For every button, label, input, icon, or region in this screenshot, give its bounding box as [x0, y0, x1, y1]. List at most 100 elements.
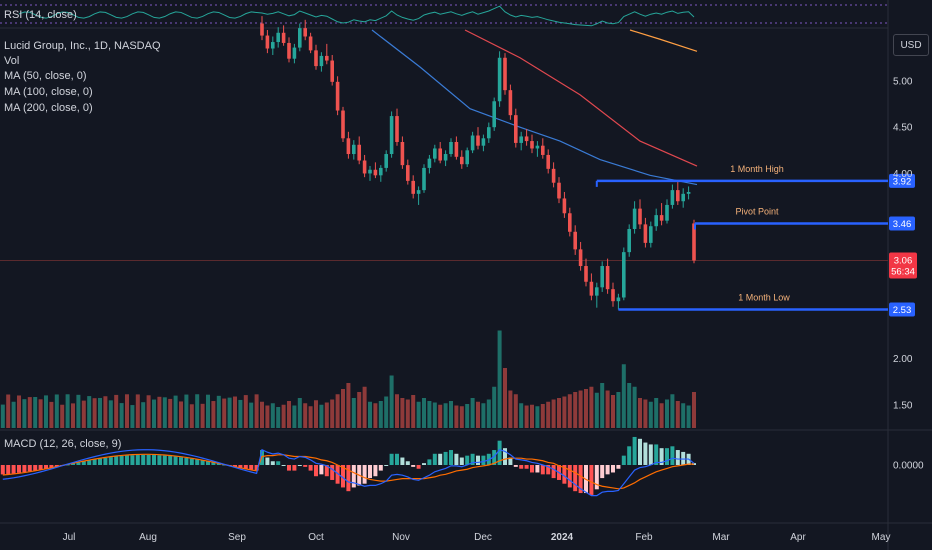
- macd-histogram-bar: [459, 457, 464, 465]
- candle-body: [308, 36, 313, 51]
- vol-legend[interactable]: Vol: [4, 55, 20, 67]
- candle-body: [341, 110, 345, 139]
- candle-body: [600, 266, 604, 288]
- candle-body: [303, 28, 307, 37]
- macd-histogram-bar: [432, 453, 437, 465]
- macd-histogram-bar: [81, 461, 86, 465]
- volume-bar: [125, 394, 129, 428]
- volume-bar: [335, 394, 340, 428]
- volume-bar: [670, 394, 675, 428]
- macd-histogram-bar: [233, 465, 237, 467]
- volume-bar: [119, 403, 124, 428]
- macd-histogram-bar: [654, 444, 659, 465]
- volume-bar: [162, 397, 167, 428]
- volume-bar: [524, 405, 529, 428]
- macd-histogram-bar: [492, 450, 497, 465]
- macd-histogram-bar: [519, 465, 524, 469]
- candle-body: [497, 57, 502, 102]
- volume-bar: [22, 399, 27, 428]
- candle-body: [659, 215, 664, 221]
- volume-bar: [519, 403, 524, 428]
- macd-histogram-bar: [632, 436, 637, 465]
- currency-button[interactable]: USD: [893, 34, 929, 56]
- macd-legend[interactable]: MACD (12, 26, close, 9): [4, 438, 122, 450]
- level-price-label: 2.53: [893, 305, 912, 316]
- candle-body: [692, 223, 696, 261]
- candle-body: [406, 165, 410, 181]
- candle-body: [416, 190, 421, 194]
- macd-histogram-bar: [22, 465, 27, 473]
- candle-body: [616, 297, 621, 302]
- ma200-legend[interactable]: MA (200, close, 0): [4, 102, 93, 114]
- volume-bar: [627, 383, 632, 428]
- macd-histogram-bar: [6, 465, 11, 474]
- macd-histogram-bar: [216, 463, 221, 465]
- ma100-legend[interactable]: MA (100, close, 0): [4, 86, 93, 98]
- candle-body: [470, 135, 475, 151]
- volume-bar: [422, 398, 426, 428]
- candle-body: [276, 32, 280, 43]
- macd-histogram-bar: [665, 448, 669, 465]
- volume-bar: [492, 386, 497, 428]
- symbol-legend[interactable]: Lucid Group, Inc., 1D, NASDAQ: [4, 40, 161, 52]
- volume-bar: [0, 404, 5, 428]
- volume-bar: [179, 401, 183, 428]
- volume-bar: [27, 397, 32, 428]
- macd-histogram-bar: [179, 457, 183, 465]
- macd-histogram-bar: [346, 465, 351, 492]
- volume-bar: [6, 394, 11, 428]
- level-price-label: 3.92: [893, 176, 912, 187]
- volume-bar: [681, 403, 686, 428]
- volume-bar: [11, 401, 16, 428]
- volume-bar: [557, 398, 561, 428]
- macd-histogram-bar: [98, 458, 102, 465]
- volume-bar: [497, 330, 502, 428]
- candle-body: [524, 136, 529, 142]
- candle-body: [632, 208, 637, 229]
- volume-bar: [287, 401, 291, 428]
- candle-body: [454, 141, 459, 157]
- macd-histogram-bar: [578, 465, 583, 494]
- macd-histogram-bar: [443, 451, 448, 465]
- volume-bar: [341, 389, 345, 428]
- macd-histogram-bar: [513, 465, 518, 467]
- volume-bar: [103, 396, 108, 428]
- volume-bar: [330, 399, 335, 428]
- macd-histogram-bar: [508, 457, 513, 465]
- macd-histogram-bar: [395, 453, 399, 465]
- volume-bar: [416, 401, 421, 428]
- volume-bar: [378, 401, 383, 428]
- volume-bar: [405, 399, 410, 428]
- macd-histogram-bar: [249, 465, 254, 470]
- volume-bar: [584, 389, 588, 428]
- rsi-legend[interactable]: RSI (14, close): [4, 9, 77, 21]
- candle-body: [541, 145, 545, 155]
- macd-histogram-bar: [621, 455, 626, 465]
- macd-histogram-bar: [627, 446, 632, 465]
- macd-histogram-bar: [476, 455, 480, 465]
- time-tick-label: Dec: [474, 532, 492, 543]
- macd-histogram-bar: [594, 465, 599, 490]
- macd-histogram-bar: [211, 462, 216, 465]
- volume-bar: [389, 375, 394, 428]
- macd-histogram-bar: [389, 453, 394, 465]
- macd-histogram-bar: [324, 465, 329, 477]
- macd-histogram-bar: [238, 465, 243, 468]
- macd-histogram-bar: [611, 465, 615, 473]
- volume-bar: [362, 386, 367, 428]
- candle-body: [649, 226, 653, 243]
- volume-bar: [573, 392, 578, 428]
- candle-body: [503, 57, 507, 91]
- ma50-legend[interactable]: MA (50, close, 0): [4, 70, 87, 82]
- macd-histogram-bar: [195, 459, 200, 465]
- time-tick-label: Jul: [63, 532, 76, 543]
- macd-histogram-bar: [567, 465, 572, 488]
- volume-bar: [308, 406, 313, 428]
- volume-bar: [513, 394, 518, 428]
- macd-histogram-bar: [87, 460, 92, 465]
- volume-bar: [152, 399, 156, 428]
- volume-bar: [351, 398, 356, 428]
- macd-histogram-bar: [146, 454, 151, 465]
- macd-histogram-bar: [135, 455, 140, 465]
